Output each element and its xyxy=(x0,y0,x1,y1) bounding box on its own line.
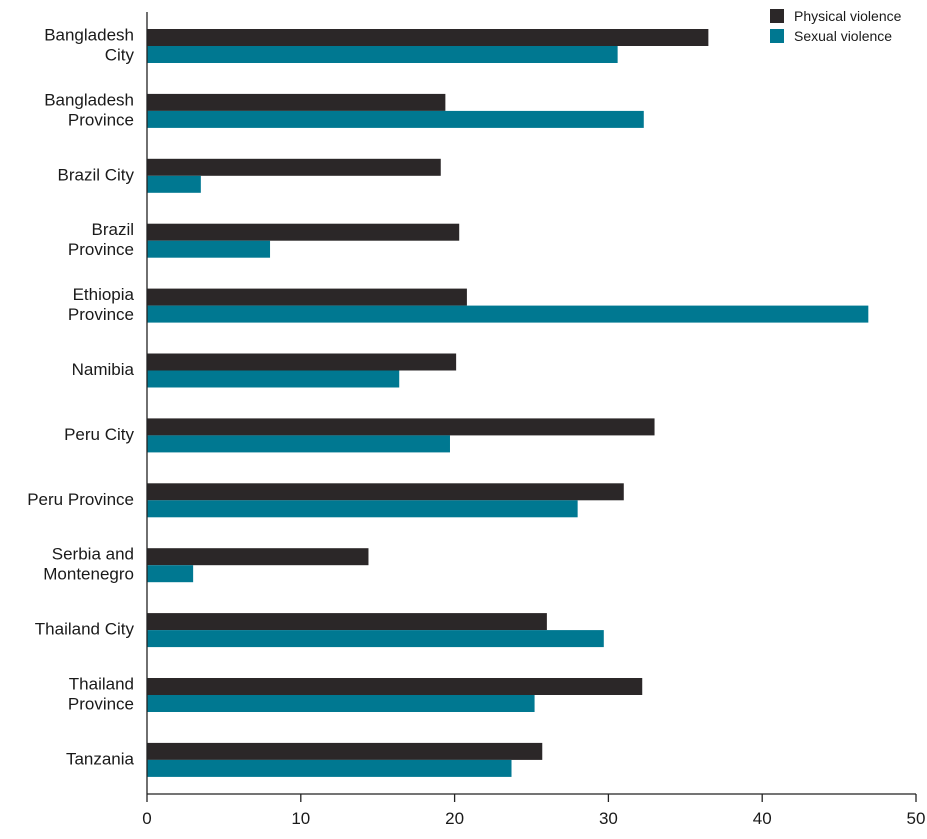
category-label-line: Peru City xyxy=(64,425,134,444)
category-label: Peru Province xyxy=(27,490,134,509)
x-tick-label: 50 xyxy=(907,809,926,828)
bar-sexual-violence-0 xyxy=(147,46,618,63)
bar-sexual-violence-8 xyxy=(147,565,194,583)
bar-sexual-violence-6 xyxy=(147,435,450,453)
bar-physical-violence-6 xyxy=(147,418,655,436)
bar-physical-violence-1 xyxy=(147,93,446,111)
category-label-line: Bangladesh xyxy=(44,25,134,44)
category-label: Tanzania xyxy=(66,749,135,768)
bar-physical-violence-11 xyxy=(147,742,543,760)
bar-sexual-violence-10 xyxy=(147,695,535,712)
category-label-line: Province xyxy=(68,305,134,324)
x-axis-ticks: 0 10 20 30 40 50 xyxy=(142,794,925,828)
category-label-line: Tanzania xyxy=(66,749,135,768)
bar-sexual-violence-7 xyxy=(147,500,578,518)
category-label-line: Province xyxy=(68,240,134,259)
category-label-line: Province xyxy=(68,110,134,129)
bar-physical-violence-8 xyxy=(147,548,369,566)
bar-sexual-violence-2 xyxy=(147,175,201,193)
category-label: Ethiopia Province xyxy=(68,285,135,324)
category-label: Brazil Province xyxy=(68,220,134,259)
bar-physical-violence-2 xyxy=(147,158,441,176)
category-label: Serbia and Montenegro xyxy=(43,545,134,584)
category-label-line: Serbia and xyxy=(52,545,134,564)
bar-physical-violence-9 xyxy=(147,613,547,631)
bar-sexual-violence-5 xyxy=(147,370,400,388)
category-label-line: City xyxy=(105,45,135,64)
x-tick-label: 40 xyxy=(753,809,772,828)
bar-sexual-violence-9 xyxy=(147,630,604,648)
bar-sexual-violence-4 xyxy=(147,305,869,323)
category-label: Thailand Province xyxy=(68,674,134,713)
legend-label-sexual-violence: Sexual violence xyxy=(794,28,892,44)
axes xyxy=(146,12,916,795)
x-tick-label: 20 xyxy=(445,809,464,828)
category-label-line: Thailand City xyxy=(35,620,135,639)
x-tick-label: 0 xyxy=(142,809,151,828)
category-label-line: Brazil xyxy=(91,220,134,239)
legend-swatch-physical-violence xyxy=(770,9,784,23)
category-label: Namibia xyxy=(72,360,135,379)
bars-layer xyxy=(147,29,869,777)
legend-swatch-sexual-violence xyxy=(770,29,784,43)
category-label: Brazil City xyxy=(57,165,134,184)
category-label: Bangladesh City xyxy=(44,25,134,64)
category-label-line: Province xyxy=(68,694,134,713)
x-tick-label: 10 xyxy=(291,809,310,828)
legend: Physical violence Sexual violence xyxy=(770,8,902,44)
category-label-line: Namibia xyxy=(72,360,135,379)
bar-physical-violence-10 xyxy=(147,678,643,695)
category-label-line: Ethiopia xyxy=(73,285,135,304)
legend-label-physical-violence: Physical violence xyxy=(794,8,902,24)
category-label: Bangladesh Province xyxy=(44,90,134,129)
category-label-line: Thailand xyxy=(69,674,134,693)
bar-physical-violence-3 xyxy=(147,223,460,241)
category-label-line: Peru Province xyxy=(27,490,134,509)
bar-physical-violence-5 xyxy=(147,353,457,371)
category-label: Peru City xyxy=(64,425,134,444)
category-label-line: Montenegro xyxy=(43,565,134,584)
bar-physical-violence-0 xyxy=(147,29,709,46)
bar-sexual-violence-3 xyxy=(147,240,271,258)
bar-physical-violence-7 xyxy=(147,483,624,501)
bar-physical-violence-4 xyxy=(147,288,467,306)
bar-sexual-violence-1 xyxy=(147,110,644,128)
category-label-line: Bangladesh xyxy=(44,90,134,109)
category-label: Thailand City xyxy=(35,620,135,639)
bar-sexual-violence-11 xyxy=(147,759,512,777)
category-label-line: Brazil City xyxy=(57,165,134,184)
x-tick-label: 30 xyxy=(599,809,618,828)
